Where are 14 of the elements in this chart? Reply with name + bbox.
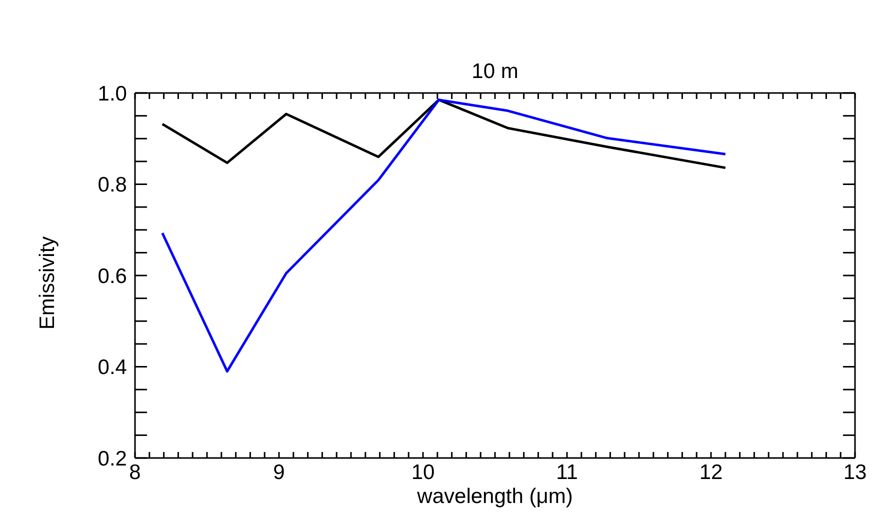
x-tick-label: 11 (556, 460, 578, 484)
y-tick-label: 0.2 (98, 447, 127, 470)
chart-title: 10 m (470, 60, 520, 84)
x-tick-label: 10 (411, 460, 435, 484)
x-tick-label: 8 (129, 460, 141, 484)
y-tick-label: 1.0 (98, 82, 127, 106)
y-axis-title: Emissivity (36, 236, 60, 330)
y-tick-label: 0.6 (98, 264, 127, 288)
x-tick-label: 12 (699, 460, 723, 484)
x-tick-label: 9 (273, 460, 285, 484)
x-axis-title: wavelength (μm) (416, 485, 574, 509)
x-tick-label: 13 (843, 460, 867, 484)
y-tick-label: 0.8 (98, 174, 127, 197)
y-tick-label: 0.4 (98, 356, 128, 380)
